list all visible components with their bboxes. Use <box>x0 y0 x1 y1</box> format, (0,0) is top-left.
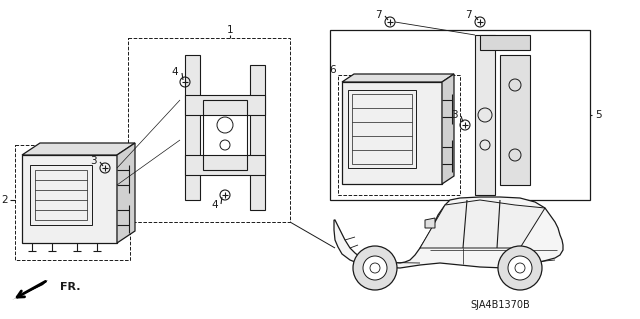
Circle shape <box>508 256 532 280</box>
Polygon shape <box>22 155 117 243</box>
Polygon shape <box>334 197 563 268</box>
Polygon shape <box>425 218 435 228</box>
Polygon shape <box>475 35 495 195</box>
Text: 7: 7 <box>465 10 472 20</box>
Polygon shape <box>480 35 530 50</box>
Polygon shape <box>117 143 135 243</box>
Text: 4: 4 <box>172 67 178 77</box>
Circle shape <box>363 256 387 280</box>
Polygon shape <box>12 280 48 300</box>
Polygon shape <box>420 200 545 248</box>
Text: 7: 7 <box>376 10 382 20</box>
Polygon shape <box>185 155 265 175</box>
Circle shape <box>353 246 397 290</box>
Text: FR.: FR. <box>60 282 81 292</box>
Text: 1: 1 <box>227 25 234 35</box>
Polygon shape <box>250 65 265 210</box>
Text: 3: 3 <box>451 110 458 120</box>
Text: 4: 4 <box>211 200 218 210</box>
Polygon shape <box>442 74 454 184</box>
Text: SJA4B1370B: SJA4B1370B <box>470 300 530 310</box>
Circle shape <box>498 246 542 290</box>
Polygon shape <box>185 55 200 200</box>
Text: 6: 6 <box>330 65 336 75</box>
Polygon shape <box>185 95 265 115</box>
Polygon shape <box>342 74 454 82</box>
Polygon shape <box>500 55 530 185</box>
Text: 3: 3 <box>90 156 97 166</box>
Polygon shape <box>22 143 135 155</box>
Text: 5: 5 <box>595 110 602 120</box>
Polygon shape <box>342 82 442 184</box>
Text: 2: 2 <box>1 195 8 205</box>
